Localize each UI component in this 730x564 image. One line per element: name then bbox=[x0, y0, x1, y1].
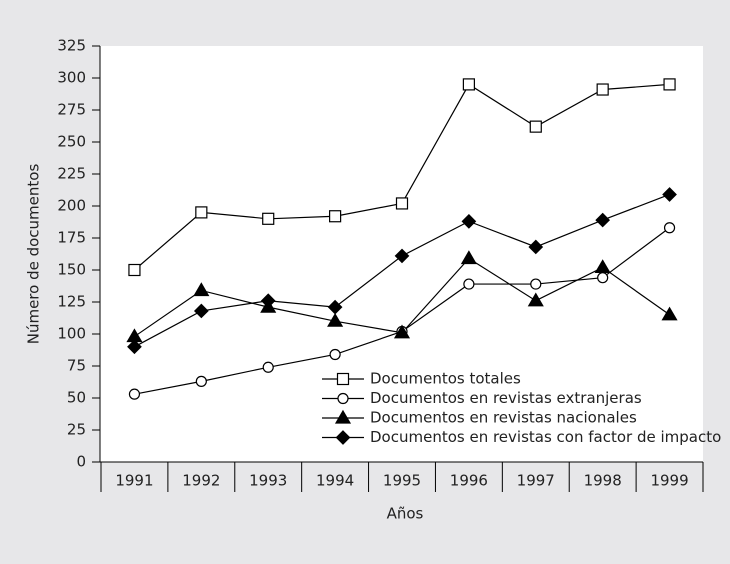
y-tick-label: 125 bbox=[57, 293, 86, 311]
legend-marker bbox=[334, 409, 352, 424]
data-point bbox=[262, 361, 274, 373]
y-tick-label: 250 bbox=[57, 133, 86, 151]
data-point bbox=[327, 299, 343, 315]
data-point bbox=[663, 78, 676, 91]
data-point bbox=[460, 250, 477, 265]
y-tick-label: 175 bbox=[57, 229, 86, 247]
y-tick-label: 150 bbox=[57, 261, 86, 279]
data-point bbox=[661, 306, 678, 321]
y-tick-label: 200 bbox=[57, 197, 86, 215]
data-point bbox=[260, 293, 276, 309]
data-point bbox=[329, 210, 342, 223]
data-point bbox=[193, 303, 209, 319]
x-tick-label: 1993 bbox=[249, 472, 287, 490]
x-tick-label: 1995 bbox=[383, 472, 421, 490]
data-point bbox=[463, 278, 475, 290]
data-point bbox=[597, 272, 609, 284]
data-point bbox=[262, 212, 275, 225]
data-point bbox=[128, 388, 141, 400]
x-tick-label: 1991 bbox=[115, 472, 153, 490]
data-point bbox=[462, 78, 475, 91]
y-tick-label: 75 bbox=[67, 357, 86, 375]
data-point bbox=[195, 206, 208, 219]
data-point bbox=[395, 197, 409, 210]
data-point bbox=[663, 222, 676, 234]
data-point bbox=[329, 348, 341, 361]
data-point bbox=[195, 375, 207, 387]
x-tick-label: 1997 bbox=[517, 472, 555, 490]
data-point bbox=[327, 313, 344, 327]
y-tick-label: 275 bbox=[57, 101, 86, 119]
x-tick-label: 1994 bbox=[316, 472, 354, 490]
data-point bbox=[528, 239, 544, 255]
x-tick-label: 1992 bbox=[182, 472, 220, 490]
legend-marker bbox=[337, 392, 349, 405]
legend-label: Documentos en revistas con factor de imp… bbox=[370, 428, 721, 446]
y-tick-label: 50 bbox=[67, 389, 86, 407]
data-point bbox=[394, 248, 410, 264]
data-point bbox=[527, 292, 544, 307]
legend-label: Documentos en revistas nacionales bbox=[370, 409, 637, 427]
data-point bbox=[193, 282, 210, 297]
y-tick-label: 100 bbox=[57, 325, 86, 343]
legend-marker bbox=[336, 372, 350, 386]
data-point bbox=[529, 120, 542, 133]
x-tick-label: 1999 bbox=[650, 472, 688, 490]
y-tick-label: 25 bbox=[67, 421, 86, 439]
data-point bbox=[128, 263, 141, 277]
x-tick-label: 1996 bbox=[450, 472, 488, 490]
y-tick-label: 225 bbox=[57, 165, 86, 183]
y-tick-label: 0 bbox=[76, 453, 86, 471]
x-tick-label: 1998 bbox=[584, 472, 622, 490]
data-point bbox=[662, 187, 677, 202]
data-point bbox=[461, 214, 477, 229]
legend-label: Documentos totales bbox=[370, 370, 521, 388]
y-axis-title: Número de documentos bbox=[25, 164, 43, 345]
y-tick-label: 325 bbox=[57, 37, 86, 55]
legend-marker bbox=[335, 430, 351, 445]
legend-label: Documentos en revistas extranjeras bbox=[370, 389, 642, 407]
data-point bbox=[393, 324, 411, 339]
data-point bbox=[530, 278, 542, 290]
data-point bbox=[594, 259, 611, 274]
data-point bbox=[127, 339, 142, 355]
y-tick-label: 300 bbox=[57, 69, 86, 87]
data-point bbox=[596, 83, 609, 96]
x-axis-title: Años bbox=[387, 505, 424, 523]
data-point bbox=[595, 212, 611, 228]
